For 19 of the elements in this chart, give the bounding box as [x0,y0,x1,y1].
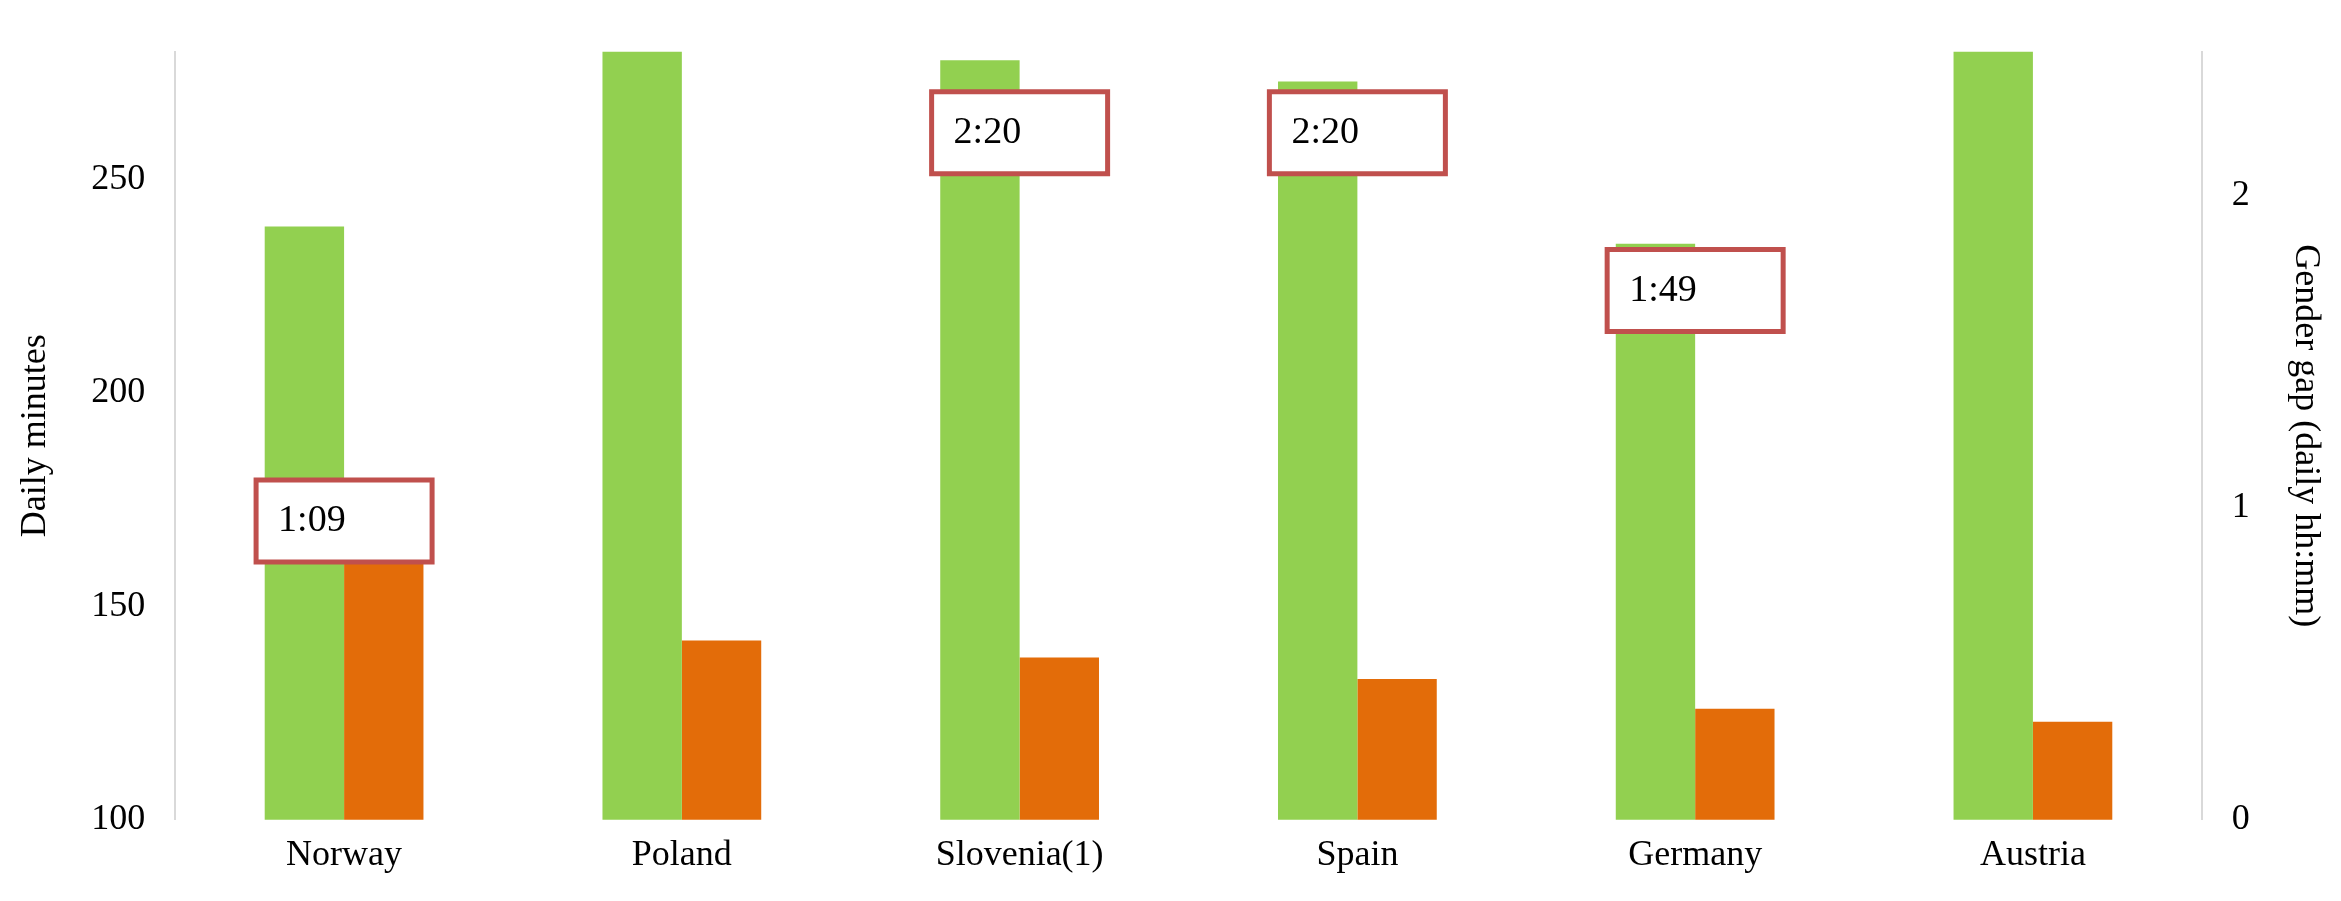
y2-tick-label: 1 [2231,484,2250,525]
annotation: 1:09 [278,497,346,540]
annotation: 2:20 [1291,108,1359,151]
y2-axis-title: Gender gap (daily hh:mm) [2287,244,2328,628]
x-tick-label: Germany [1628,832,1763,873]
x-tick-label: Norway [286,832,403,873]
x-tick-label: Spain [1316,832,1399,873]
y-tick-label: 200 [91,370,146,411]
x-tick-label: Slovenia(1) [935,832,1104,873]
x-tick-label: Poland [631,832,732,873]
x-tick-label: Austria [1979,832,2086,873]
y-tick-label: 150 [91,583,146,624]
y2-tick-label: 0 [2231,797,2250,838]
y-axis-title: Daily minutes [13,334,54,538]
annotation: 2:20 [953,108,1022,151]
y-tick-label: 250 [91,157,146,198]
y-tick-label: 100 [91,797,146,838]
y2-tick-label: 2 [2231,172,2250,213]
annotation: 1:49 [1629,266,1697,309]
